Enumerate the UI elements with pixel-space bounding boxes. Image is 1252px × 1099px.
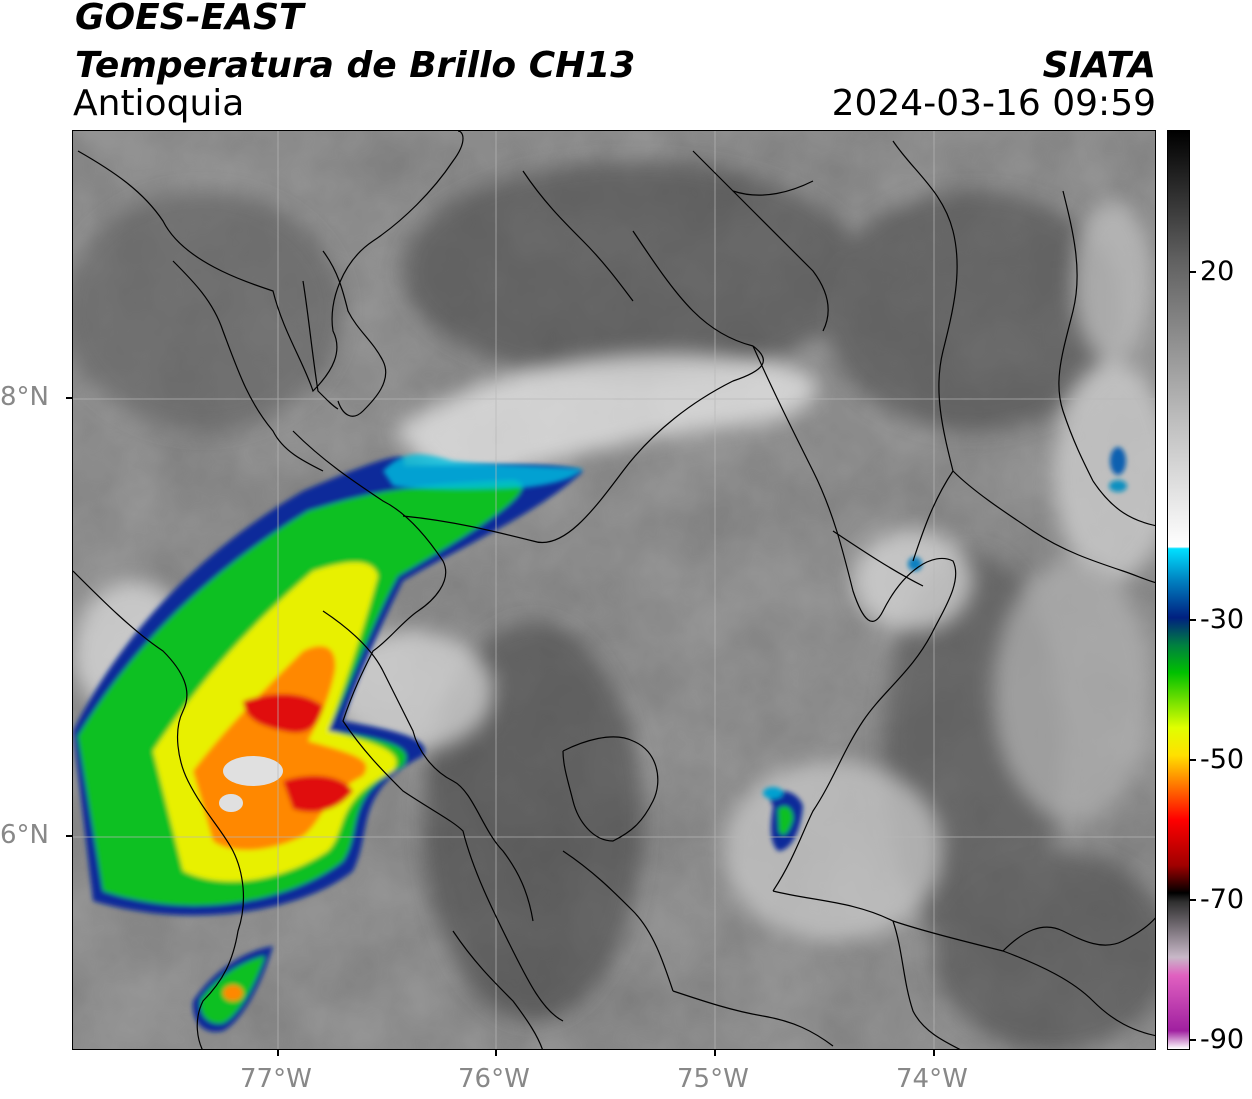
cbar-label-20: 20 xyxy=(1200,256,1235,287)
storm-south xyxy=(192,946,273,1032)
lat-label-6n: 6°N xyxy=(0,820,49,850)
lon-tick-74w xyxy=(933,1050,935,1056)
lat-label-8n: 8°N xyxy=(0,382,49,412)
satellite-map[interactable] xyxy=(72,130,1156,1050)
storm-cells-east xyxy=(763,447,1127,851)
lon-label-76w: 76°W xyxy=(458,1064,530,1094)
lon-label-74w: 74°W xyxy=(896,1064,968,1094)
map-gridlines xyxy=(73,131,1155,1049)
lon-tick-77w xyxy=(277,1050,279,1056)
cbar-label-m90: -90 xyxy=(1200,1024,1245,1055)
lon-label-77w: 77°W xyxy=(240,1064,312,1094)
cbar-tick-m50 xyxy=(1190,759,1196,761)
title-source: SIATA xyxy=(1042,45,1156,86)
title-region: Antioquia xyxy=(73,83,245,124)
colorbar xyxy=(1167,130,1190,1050)
cbar-tick-m70 xyxy=(1190,899,1196,901)
cbar-tick-m90 xyxy=(1190,1039,1196,1041)
lon-tick-76w xyxy=(495,1050,497,1056)
cbar-label-m50: -50 xyxy=(1200,744,1245,775)
map-borders xyxy=(73,131,1155,1049)
title-datetime: 2024-03-16 09:59 xyxy=(831,83,1156,124)
title-satellite: GOES-EAST xyxy=(75,0,304,38)
lat-tick-6n xyxy=(66,835,72,837)
lon-tick-75w xyxy=(714,1050,716,1056)
colorbar-gradient xyxy=(1168,131,1189,1049)
cbar-tick-m30 xyxy=(1190,619,1196,621)
cbar-tick-20 xyxy=(1190,271,1196,273)
title-product: Temperatura de Brillo CH13 xyxy=(75,45,636,86)
lon-label-75w: 75°W xyxy=(677,1064,749,1094)
lat-tick-8n xyxy=(66,397,72,399)
cbar-label-m70: -70 xyxy=(1200,884,1245,915)
cbar-label-m30: -30 xyxy=(1200,604,1245,635)
map-graphic xyxy=(73,131,1155,1049)
